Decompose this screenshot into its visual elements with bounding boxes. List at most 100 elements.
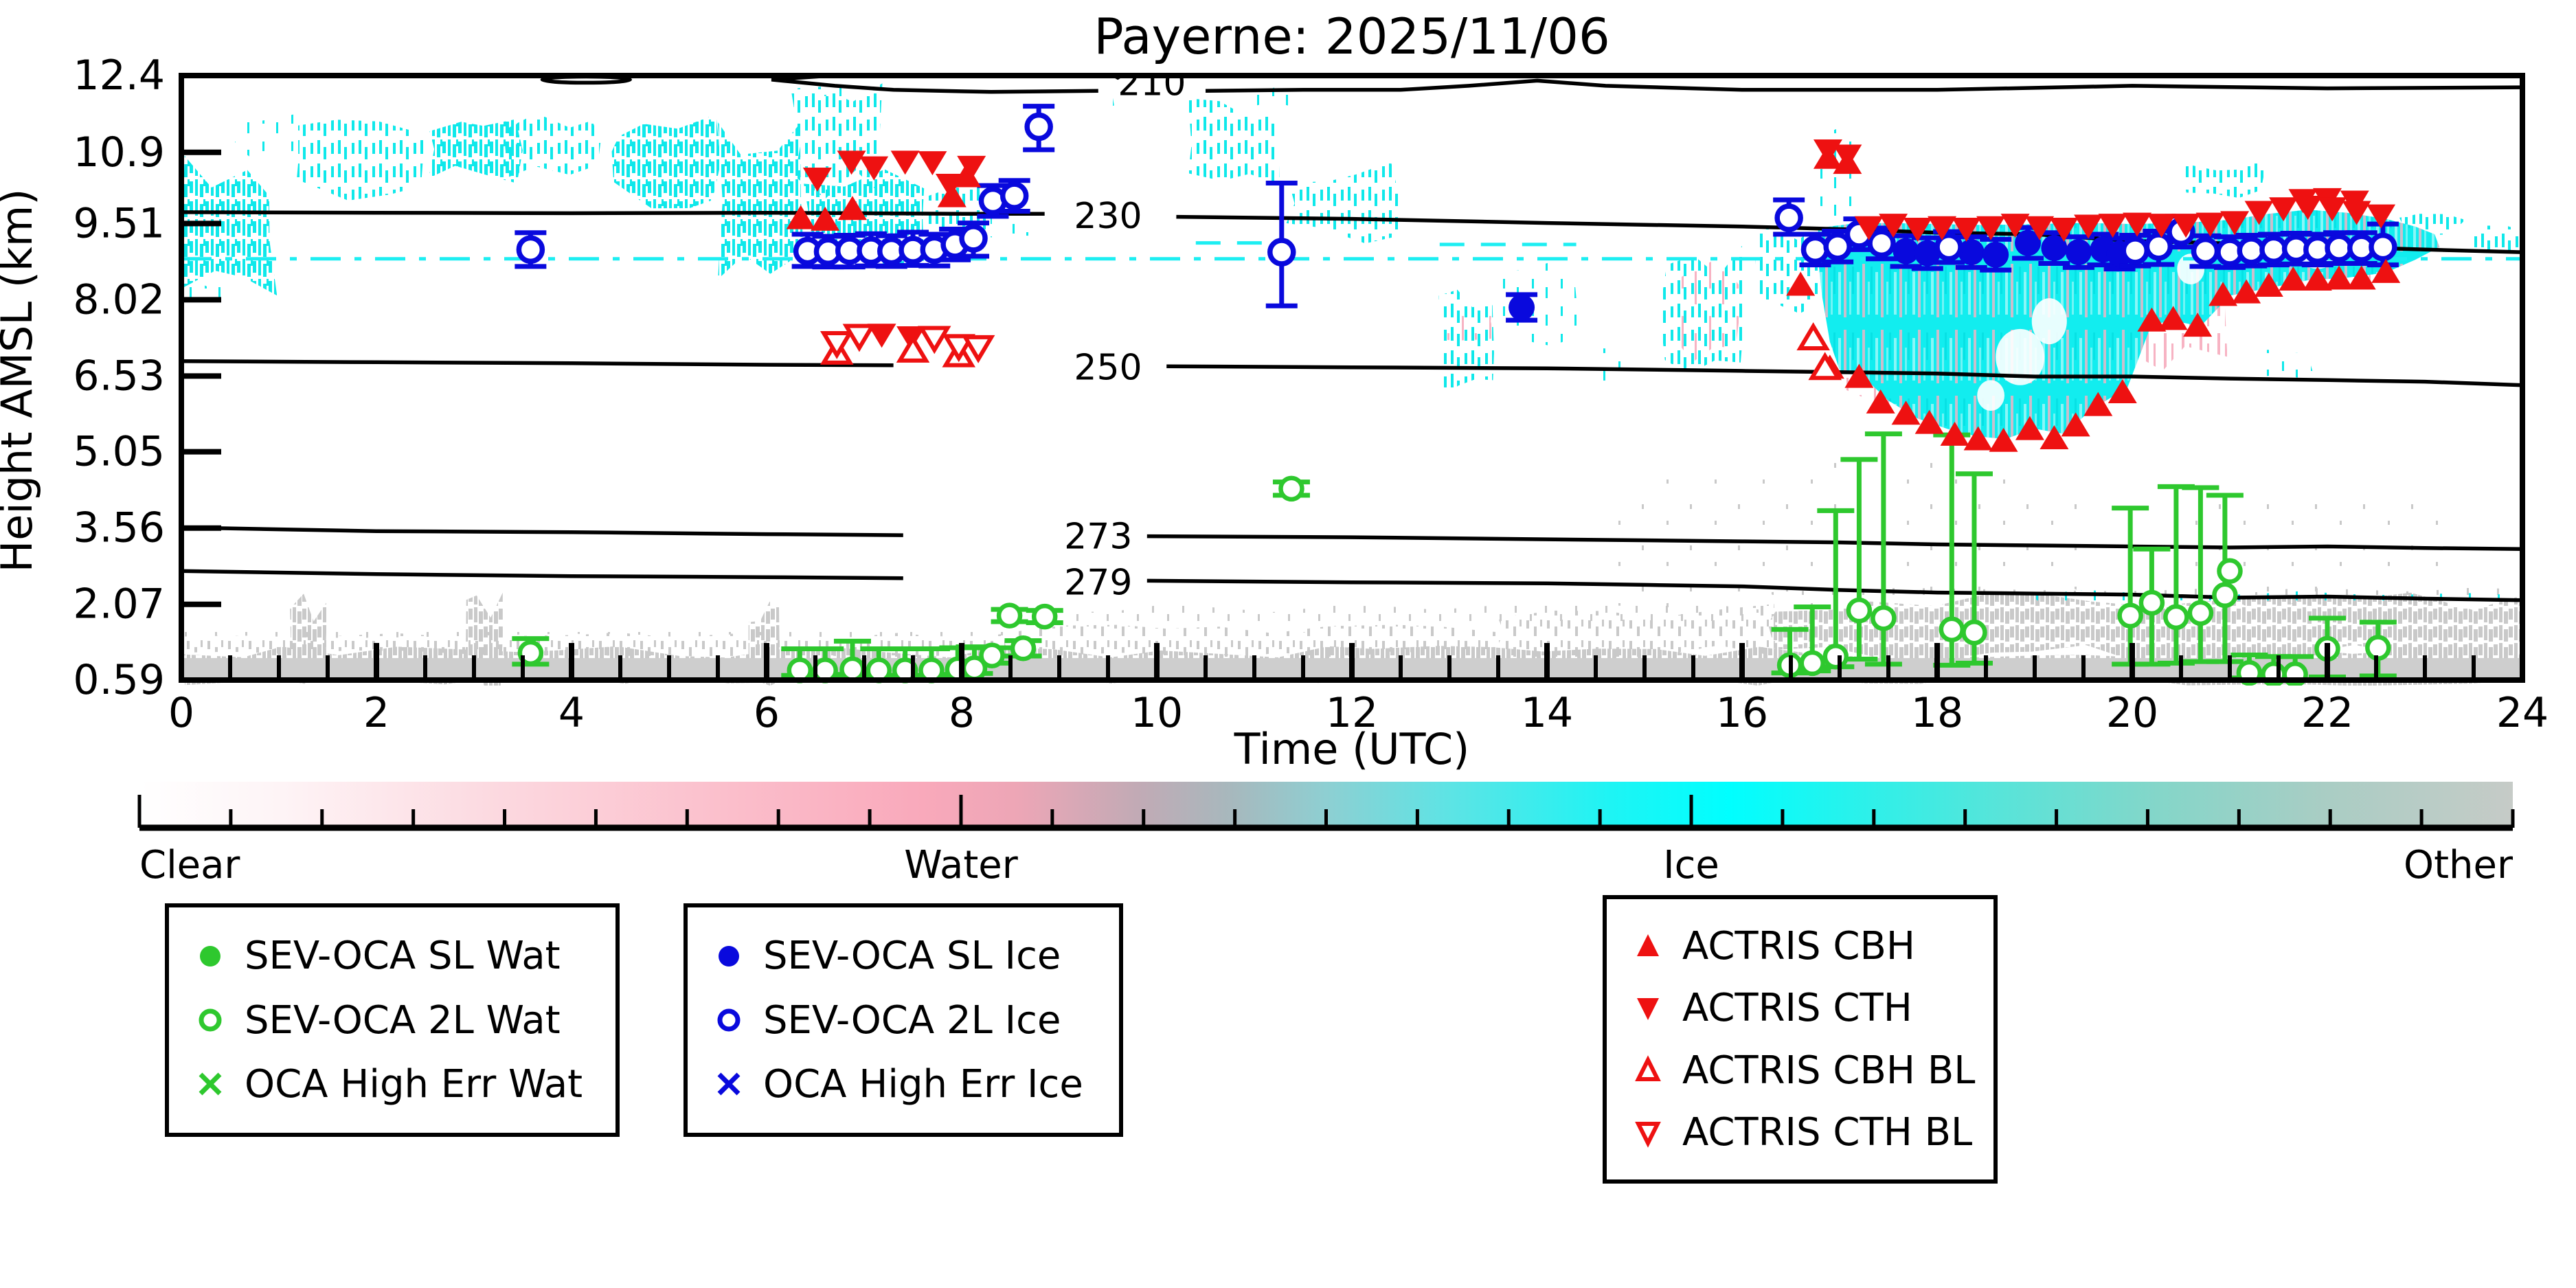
- gray-patch: [2182, 483, 2453, 606]
- marker-sev-oca-2l-wat: [517, 640, 544, 666]
- marker-sev-oca-2l-ice: [1774, 203, 1803, 232]
- plot-title: Payerne: 2025/11/06: [1094, 8, 1610, 65]
- marker-actris-cbh: [837, 196, 867, 221]
- legend-label: SEV-OCA 2L Wat: [245, 997, 561, 1043]
- y-tick-label: 10.9: [73, 128, 165, 177]
- marker-actris-cth: [859, 156, 889, 181]
- ice-patch: [2258, 350, 2316, 381]
- marker-actris-cbh: [1866, 389, 1895, 414]
- marker-sev-oca-2l-ice: [2259, 235, 2288, 264]
- y-tick-label: 3.56: [73, 504, 165, 552]
- marker-sev-oca-2l-ice: [2369, 232, 2397, 262]
- y-tick-label: 12.4: [73, 52, 165, 100]
- marker-actris-cbh: [2254, 272, 2283, 297]
- y-tick-label: 9.51: [73, 199, 165, 247]
- marker-actris-cth-bl: [820, 330, 854, 359]
- marker-sev-oca-2l-wat: [1939, 616, 1965, 642]
- x-tick-label: 20: [2106, 689, 2158, 737]
- ice-patch: [2470, 225, 2522, 256]
- contour-label-250: 250: [1074, 348, 1142, 389]
- marker-sev-oca-2l-wat: [1799, 650, 1825, 677]
- ice-patch: [2183, 159, 2264, 199]
- filled-circle-icon: [200, 945, 221, 967]
- marker-sev-oca-2l-ice: [1823, 232, 1852, 261]
- marker-actris-cth-bl: [917, 326, 951, 354]
- marker-actris-cbh: [2083, 392, 2113, 416]
- marker-actris-cth: [1976, 216, 2006, 240]
- cloud-gap: [1977, 380, 2004, 411]
- ice-patch: [718, 122, 804, 280]
- marker-actris-cbh-bl: [1796, 322, 1830, 350]
- marker-actris-cth: [2220, 211, 2250, 236]
- marker-sev-oca-2l-wat: [1031, 603, 1058, 630]
- marker-actris-cth: [837, 150, 866, 175]
- marker-sev-oca-2l-wat: [979, 642, 1005, 668]
- marker-actris-cth: [2123, 212, 2152, 237]
- marker-actris-cbh: [811, 206, 840, 231]
- legend-item-sev-oca-2l-ice: SEV-OCA 2L Ice: [712, 998, 1105, 1043]
- marker-actris-cth: [2195, 212, 2225, 237]
- marker-actris-cth: [2147, 214, 2176, 238]
- marker-actris-cbh: [2325, 265, 2354, 290]
- marker-sev-oca-2l-wat: [996, 602, 1023, 629]
- legend-label: ACTRIS CTH BL: [1682, 1110, 1973, 1155]
- marker-sev-oca-2l-ice: [999, 181, 1029, 210]
- colorbar-label-clear: Clear: [139, 843, 240, 888]
- marker-actris-cbh: [2208, 282, 2238, 306]
- x-tick-label: 4: [558, 689, 585, 737]
- marker-actris-cbh: [1963, 426, 1993, 451]
- marker-actris-cbh: [2158, 306, 2188, 330]
- contour-210: [771, 76, 1098, 94]
- marker-actris-cth: [2098, 214, 2127, 238]
- marker-actris-cth: [2074, 214, 2103, 239]
- marker-actris-cbh-bl: [896, 334, 930, 363]
- marker-sev-oca-2l-ice: [2121, 236, 2150, 265]
- y-axis-label: Height AMSL (km): [0, 189, 42, 573]
- x-tick-label: 12: [1326, 689, 1378, 737]
- marker-sev-oca-2l-ice: [1800, 235, 1830, 264]
- colorbar-label-other: Other: [2404, 843, 2513, 888]
- legend-item-oca-high-err-ice: OCA High Err Ice: [712, 1062, 1105, 1107]
- colorbar-label-ice: Ice: [1663, 843, 1719, 888]
- contour-250: [1166, 364, 2522, 387]
- contour-273: [181, 526, 903, 537]
- marker-actris-cbh: [2371, 258, 2401, 283]
- ice-patch: [791, 83, 883, 199]
- marker-actris-cbh: [2040, 425, 2069, 450]
- legend-label: ACTRIS CTH: [1682, 986, 1912, 1031]
- pink-patch: [1672, 258, 1740, 362]
- marker-actris-cbh-bl: [1808, 352, 1842, 381]
- y-tick-label: 6.53: [73, 352, 165, 400]
- contour-230: [181, 210, 1045, 216]
- legend-item-sev-oca-sl-ice: SEV-OCA SL Ice: [712, 934, 1105, 978]
- marker-actris-cth: [1879, 214, 1908, 238]
- cloud-gap: [2031, 298, 2067, 345]
- marker-actris-cth: [867, 324, 896, 348]
- ice-patch: [819, 77, 846, 98]
- temperature-contours-layer: 210 230 250 273 279: [181, 76, 2522, 604]
- legend-item-actris-cth-bl: ACTRIS CTH BL: [1631, 1110, 1980, 1155]
- legend-item-oca-high-err-wat: OCA High Err Wat: [194, 1062, 602, 1107]
- marker-actris-cbh: [2015, 416, 2044, 440]
- ice-patch: [234, 114, 295, 159]
- marker-actris-cth: [2000, 214, 2030, 238]
- marker-actris-cth: [2269, 197, 2298, 222]
- open-circle-icon: [717, 1008, 741, 1032]
- legend-box-actris: ACTRIS CBH ACTRIS CTH ACTRIS CBH BL ACTR…: [1603, 895, 1998, 1184]
- x-tick-label: 22: [2301, 689, 2353, 737]
- marker-sev-oca-sl-ice: [2065, 239, 2092, 266]
- marker-actris-cbh: [786, 205, 815, 229]
- marker-sev-oca-sl-ice: [1958, 239, 1985, 266]
- marker-actris-cth: [2366, 204, 2396, 229]
- y-tick-label: 5.05: [73, 428, 165, 476]
- x-tick-label: 0: [168, 689, 194, 737]
- marker-sev-oca-2l-ice: [1267, 238, 1296, 267]
- marker-sev-oca-2l-ice: [1934, 232, 1963, 262]
- marker-sev-oca-2l-ice: [959, 224, 988, 253]
- marker-actris-cbh: [1844, 363, 1874, 388]
- marker-actris-cth: [2049, 218, 2079, 242]
- marker-sev-oca-2l-wat: [2117, 602, 2143, 629]
- marker-actris-cth: [935, 173, 964, 198]
- marker-sev-oca-2l-wat: [2217, 558, 2243, 585]
- marker-actris-cth: [890, 150, 920, 175]
